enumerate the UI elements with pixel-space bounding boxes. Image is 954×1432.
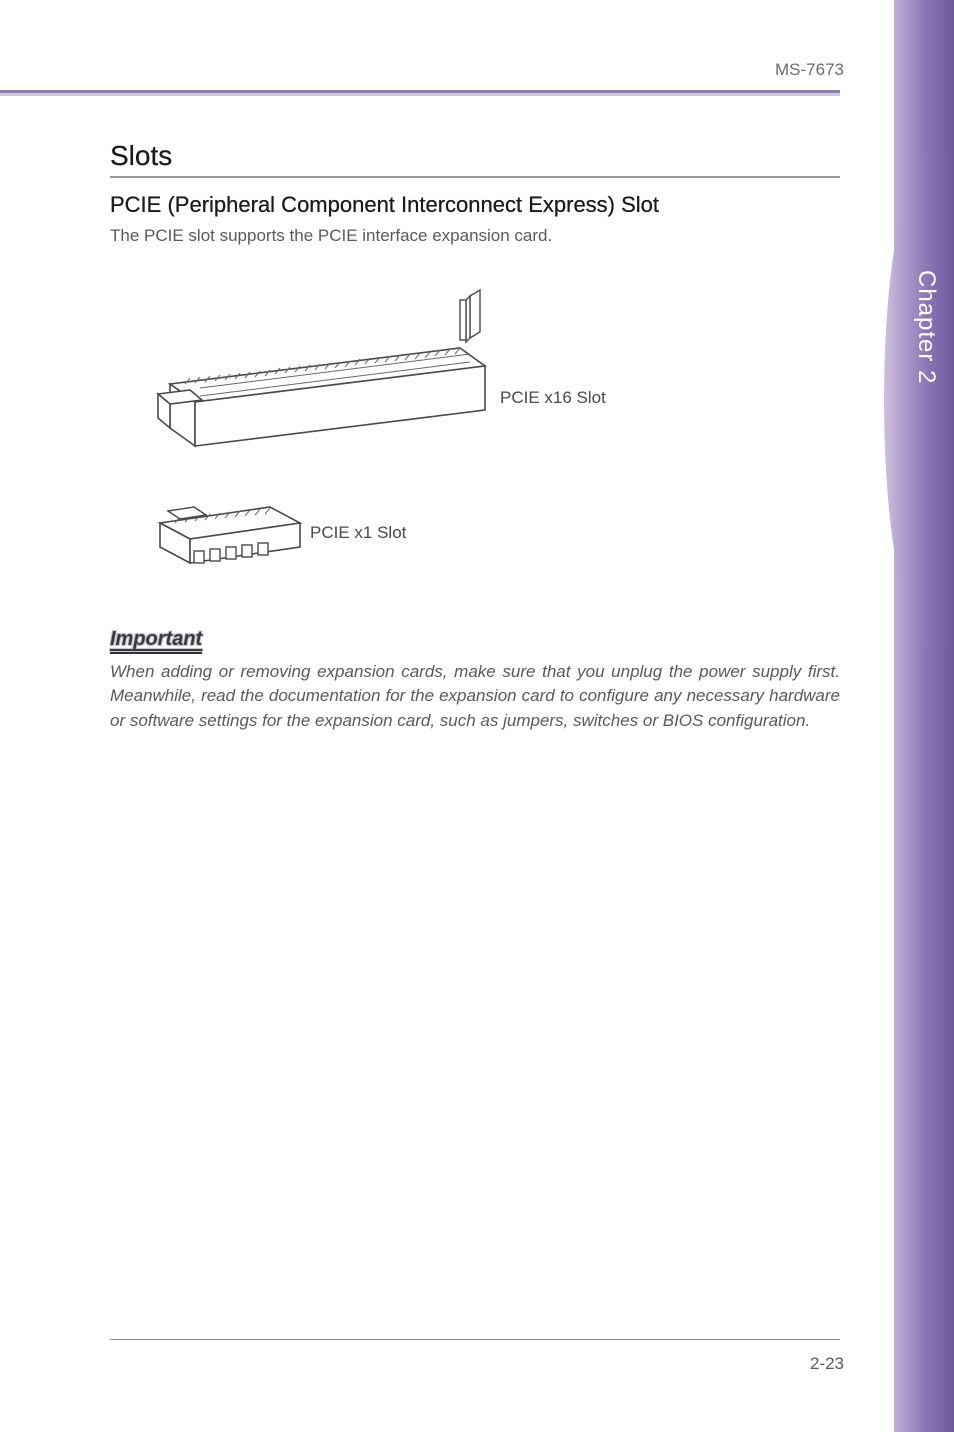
important-heading: Important (110, 628, 202, 654)
section-rule (110, 176, 840, 178)
section-subtitle: PCIE (Peripheral Component Interconnect … (110, 192, 840, 218)
section-title: Slots (110, 140, 840, 172)
important-text: When adding or removing expansion cards,… (110, 660, 840, 734)
pcie-x16-label: PCIE x16 Slot (500, 388, 606, 408)
page-number: 2-23 (810, 1354, 844, 1374)
content-area: Slots PCIE (Peripheral Component Interco… (110, 140, 840, 734)
side-tab-label: Chapter 2 (912, 270, 940, 384)
footer-rule (110, 1339, 840, 1340)
pcie-x1-label: PCIE x1 Slot (310, 523, 406, 543)
header-rule (0, 90, 840, 96)
header-model: MS-7673 (775, 60, 844, 80)
diagram-area: PCIE x16 Slot (110, 268, 840, 598)
pcie-x1-slot-icon (150, 493, 310, 573)
pcie-x16-slot-icon (130, 288, 500, 468)
section-intro: The PCIE slot supports the PCIE interfac… (110, 224, 840, 248)
